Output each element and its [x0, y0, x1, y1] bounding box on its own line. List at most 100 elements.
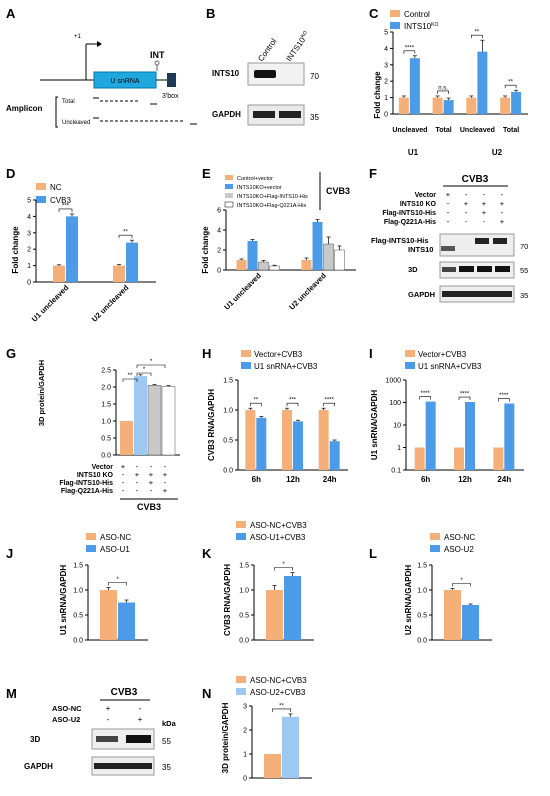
g-sign: +: [121, 462, 126, 471]
legend-j1: ASO-NC: [100, 533, 131, 542]
chart-h-sig-bracket: [323, 402, 335, 407]
chart-c-sig-label: n.s.: [438, 85, 448, 91]
chart-e-ytick-label: 2: [217, 248, 221, 255]
chart-d-sig-label: ***: [62, 203, 70, 209]
chart-c-ytick-label: 2: [384, 79, 388, 86]
chart-l-ytick-label: 1.5: [417, 563, 427, 570]
legend-swatch-l2: [430, 545, 440, 552]
f-band-3d-1: [442, 267, 456, 272]
chart-c-bar: [466, 97, 477, 114]
legend-swatch-nc: [36, 183, 46, 190]
chart-g: 0.00.51.01.52.02.5****: [101, 359, 180, 460]
chart-n-sig-label: **: [279, 703, 284, 709]
usnrna-label: U snRNA: [110, 78, 140, 85]
m-sign-1-2: -: [139, 704, 142, 713]
chart-e-bar: [269, 265, 280, 271]
chart-n-bar: [264, 754, 281, 778]
panel-d: D NC CVB3 Fold change 0 1 2 3 4 5 *** U1 unclea…: [6, 166, 156, 324]
chart-e-ytick-label: 0: [217, 268, 221, 275]
chart-e-bar: [323, 243, 334, 271]
chart-i-ytick-label: 0.1: [391, 468, 401, 475]
chart-h-bar: [256, 417, 267, 470]
f-row-label: Flag-INTS10-His: [382, 210, 436, 217]
legend-e3: INTS10KO+Flag-INTS10-His: [237, 194, 308, 200]
f-blot-ints10-label: INTS10: [408, 245, 433, 254]
f-sign: -: [447, 208, 450, 217]
f-sign: +: [482, 208, 487, 217]
chart-d-ytick-label: 5: [27, 198, 31, 205]
chart-d-bar: [66, 216, 78, 282]
g-sig-1: **: [128, 373, 133, 379]
g-sig-bracket-3: [136, 364, 166, 368]
chart-e-bar: [247, 241, 258, 270]
legend-nc: NC: [50, 183, 62, 192]
chart-c-ytick-label: 3: [384, 62, 388, 69]
f-sign: +: [500, 199, 505, 208]
chart-i-bar: [493, 447, 504, 470]
chart-d-bar: [53, 265, 65, 282]
chart-c-bar: [432, 97, 443, 114]
chart-n-ytick-label: 3: [243, 704, 247, 711]
panel-h-letter: H: [202, 346, 211, 361]
legend-j2: ASO-U1: [100, 545, 130, 554]
chart-n-bar: [282, 716, 299, 778]
chart-e-xlabel: U2 uncleaved: [287, 271, 328, 312]
blot-gapdh-label: GAPDH: [212, 110, 241, 119]
chart-k-ytick-label: 0.0: [239, 638, 249, 645]
blot-gapdh: [247, 104, 305, 126]
chart-h-bar: [282, 410, 292, 470]
legend-cvb3: CVB3: [50, 196, 71, 205]
chart-i-xlabel: 6h: [421, 475, 430, 484]
chart-e-bar: [301, 260, 312, 270]
chart-k: 0.0 0.5 1.0 1.5 *: [239, 562, 314, 645]
chart-g-bar: [147, 385, 162, 456]
chart-d: 0 1 2 3 4 5 *** U1 uncleaved ** U2 uncleaved: [27, 198, 156, 324]
chart-k-ytick-label: 1.5: [239, 563, 249, 570]
chart-g-bar: [161, 386, 176, 456]
chart-d-bar: [126, 242, 138, 282]
usnrna-box: [93, 71, 157, 89]
legend-swatch-e2: [225, 184, 233, 189]
legend-swatch-n1: [236, 676, 246, 683]
legend-swatch-i2: [405, 362, 415, 369]
panel-j-letter: J: [6, 546, 13, 561]
chart-e-bar: [334, 249, 345, 271]
m-sign-2-1: -: [107, 715, 110, 724]
legend-n1: ASO-NC+CVB3: [250, 676, 307, 685]
f-band-ints10-1: [441, 246, 455, 251]
chart-l-ytick-label: 0.5: [417, 613, 427, 620]
j-ylabel: U1 snRNA/GAPDH: [59, 565, 68, 635]
f-band-gapdh: [442, 291, 512, 297]
panel-a-letter: A: [6, 6, 16, 21]
chart-n-ytick-label: 1: [243, 752, 247, 759]
f-band-3d-3: [477, 266, 492, 272]
chart-i-sig-label: ****: [460, 392, 470, 398]
col-ints10ko: INTS10KO: [284, 30, 311, 63]
chart-d-xlabel: U2 uncleaved: [90, 283, 131, 324]
legend-swatch-e1: [225, 175, 233, 180]
chart-k-ytick-label: 1.0: [239, 588, 249, 595]
g-bottom-label: CVB3: [137, 502, 161, 512]
panel-d-letter: D: [6, 166, 15, 181]
panel-c: C Control INTS10KO Fold change 012345***…: [369, 6, 528, 157]
chart-i-sig-bracket: [419, 396, 431, 400]
f-sign: -: [501, 190, 504, 199]
tss-label: +1: [74, 34, 82, 40]
g-ylabel: 3D protein/GAPDH: [37, 360, 46, 426]
chart-c-bar: [398, 97, 409, 114]
g-sig-3: *: [150, 359, 153, 365]
legend-swatch-i1: [405, 350, 415, 357]
amplicon-label: Amplicon: [6, 104, 43, 113]
d-ylabel: Fold change: [11, 226, 20, 274]
f-sign: -: [447, 217, 450, 226]
chart-i-ytick-label: 1000: [385, 378, 401, 385]
legend-e4: INTS10KO+Flag-Q221A-His: [237, 203, 306, 209]
chart-g-ytick-label: 1.0: [101, 419, 111, 426]
g-sign: +: [163, 486, 168, 495]
chart-i-bar: [425, 401, 436, 470]
chart-n: 0 1 2 3 **: [243, 703, 312, 783]
f-kda-35: 35: [520, 291, 528, 300]
chart-e-xlabel: U1 uncleaved: [222, 271, 263, 312]
g-sig-bracket-1: [122, 378, 138, 382]
panel-e: E Control+vector INTS10KO+vector INTS10K…: [201, 166, 356, 312]
